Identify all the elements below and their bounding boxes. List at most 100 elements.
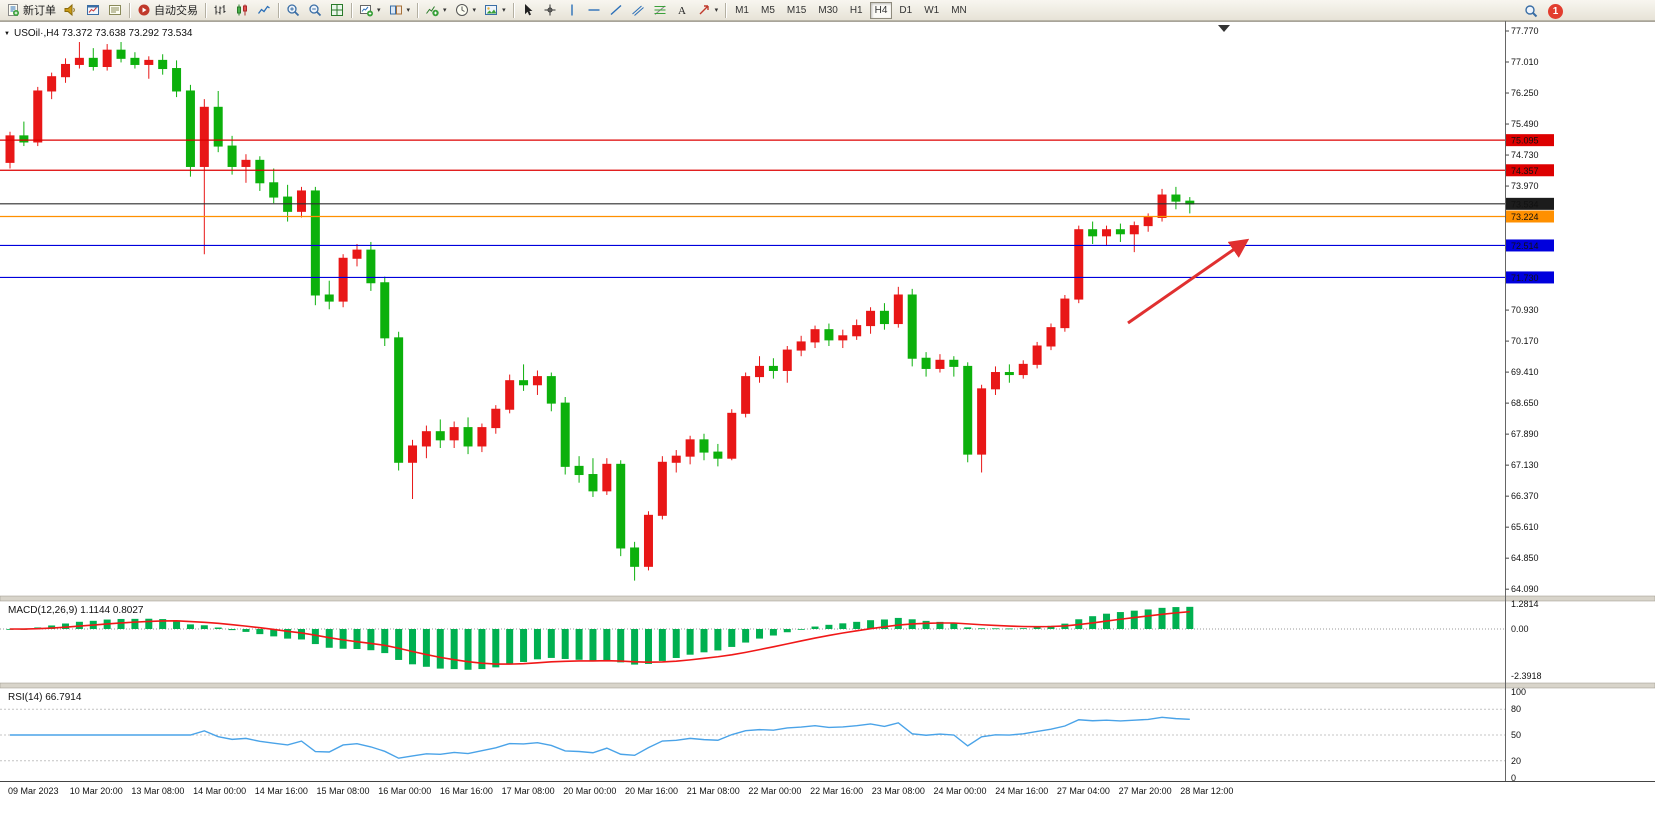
macd-histogram-bar bbox=[450, 629, 458, 670]
macd-histogram-bar bbox=[284, 629, 292, 639]
toolbar-separator bbox=[278, 2, 279, 18]
time-axis-label: 22 Mar 00:00 bbox=[748, 786, 801, 796]
timeframe-h4-button[interactable]: H4 bbox=[869, 1, 893, 19]
dropdown-arrow-icon: ▾ bbox=[502, 7, 506, 14]
candle bbox=[1102, 225, 1112, 247]
candles-icon bbox=[237, 4, 247, 16]
macd-histogram-bar bbox=[1158, 607, 1166, 629]
time-axis-label: 28 Mar 12:00 bbox=[1180, 786, 1233, 796]
price-badge bbox=[1506, 134, 1554, 147]
new-chart-button[interactable]: ▾ bbox=[355, 1, 385, 19]
candle bbox=[1004, 364, 1014, 383]
zoomin-icon bbox=[287, 4, 300, 17]
macd-histogram-bar bbox=[672, 629, 680, 658]
candle bbox=[102, 44, 112, 71]
chart-canvas[interactable]: 77.770 77.010 76.250 75.490 74.730 73.970 73.2… bbox=[0, 21, 1655, 826]
macd-histogram-bar bbox=[658, 629, 666, 661]
profiles-button[interactable]: ▾ bbox=[385, 1, 415, 19]
charts-window-button[interactable] bbox=[82, 1, 104, 19]
price-tick-label: 66.370 bbox=[1511, 491, 1539, 501]
timeframe-m5-button[interactable]: M5 bbox=[756, 2, 780, 19]
horizontal-line-button[interactable] bbox=[583, 1, 605, 19]
notification-badge[interactable]: 1 bbox=[1548, 3, 1563, 19]
candle bbox=[741, 372, 751, 418]
cursor-button[interactable] bbox=[517, 1, 539, 19]
macd-histogram-bar bbox=[492, 629, 500, 668]
auto-trading-button[interactable]: 自动交易 bbox=[133, 1, 202, 19]
time-axis-label: 24 Mar 16:00 bbox=[995, 786, 1048, 796]
macd-histogram-bar bbox=[853, 621, 861, 629]
svg-text:A: A bbox=[678, 5, 686, 17]
macd-histogram-bar bbox=[464, 629, 472, 670]
tile-windows-button[interactable] bbox=[326, 1, 348, 19]
trendline-button[interactable] bbox=[605, 1, 627, 19]
candle bbox=[866, 307, 876, 334]
time-axis-label: 23 Mar 08:00 bbox=[872, 786, 925, 796]
toolbar-separator bbox=[205, 2, 206, 18]
trend-arrow-object[interactable] bbox=[1127, 238, 1250, 325]
candle bbox=[144, 56, 154, 79]
crosshair-button[interactable] bbox=[539, 1, 561, 19]
templates-button[interactable]: ▾ bbox=[480, 1, 510, 19]
candle bbox=[782, 345, 792, 383]
candle bbox=[574, 456, 584, 483]
periods-button[interactable]: ▾ bbox=[451, 1, 481, 19]
new-order-button[interactable]: 新订单 bbox=[2, 1, 60, 19]
candle bbox=[47, 72, 57, 100]
candle bbox=[61, 58, 71, 83]
fibonacci-button[interactable] bbox=[649, 1, 671, 19]
candle bbox=[296, 186, 306, 218]
sound-alert-button[interactable] bbox=[60, 1, 82, 19]
candle bbox=[977, 384, 987, 473]
macd-histogram-bar bbox=[1033, 627, 1041, 629]
zoom-out-button[interactable] bbox=[304, 1, 326, 19]
indicators-button[interactable]: ▾ bbox=[421, 1, 451, 19]
timeframe-m1-button[interactable]: M1 bbox=[730, 2, 754, 19]
timeframe-h1-button[interactable]: H1 bbox=[845, 2, 868, 19]
macd-histogram-bar bbox=[339, 629, 347, 649]
price-axis[interactable]: 77.770 77.010 76.250 75.490 74.730 73.970 73.2… bbox=[1505, 26, 1539, 594]
search-button[interactable] bbox=[1520, 2, 1542, 20]
data-window-button[interactable] bbox=[104, 1, 126, 19]
chart-shift-marker[interactable] bbox=[1218, 25, 1230, 32]
line-chart-button[interactable] bbox=[253, 1, 275, 19]
symbol-collapse-icon[interactable]: ▼ bbox=[4, 31, 10, 37]
toolbar: 新订单 自动交易 ▾ ▾ ▾ ▾ ▾ A ▾ M1 M5 M15 M30 H1 H4 D1 W1 MN 1 bbox=[0, 0, 1655, 21]
candle bbox=[158, 54, 168, 75]
timeframe-m30-button[interactable]: M30 bbox=[813, 2, 842, 19]
rsi-axis-label: 100 bbox=[1511, 687, 1526, 697]
candlestick-chart-button[interactable] bbox=[231, 1, 253, 19]
macd-histogram-bar bbox=[1019, 628, 1027, 629]
macd-histogram-bar bbox=[1144, 609, 1152, 629]
price-tick-label: 67.130 bbox=[1511, 460, 1539, 470]
bar-chart-button[interactable] bbox=[209, 1, 231, 19]
current-price-badge-label: 73.534 bbox=[1511, 199, 1539, 209]
candle bbox=[713, 443, 723, 467]
rsi-axis-label: 50 bbox=[1511, 730, 1521, 740]
candle bbox=[491, 405, 501, 434]
pane-splitter[interactable] bbox=[0, 682, 1655, 689]
equidistant-channel-button[interactable] bbox=[627, 1, 649, 19]
macd-histogram-bar bbox=[575, 629, 583, 660]
price-badge bbox=[1506, 164, 1554, 177]
macd-histogram-bar bbox=[714, 629, 722, 651]
timeframe-m15-button[interactable]: M15 bbox=[782, 2, 811, 19]
arrows-button[interactable]: ▾ bbox=[693, 1, 723, 19]
price-tick-label: 65.610 bbox=[1511, 522, 1539, 532]
macd-histogram-bar bbox=[839, 623, 847, 629]
hline-icon bbox=[588, 9, 600, 11]
vertical-line-button[interactable] bbox=[561, 1, 583, 19]
timeframe-w1-button[interactable]: W1 bbox=[919, 2, 944, 19]
timeframe-mn-button[interactable]: MN bbox=[946, 2, 972, 19]
time-axis-label: 22 Mar 16:00 bbox=[810, 786, 863, 796]
macd-histogram-bar bbox=[214, 627, 222, 629]
vline-icon bbox=[570, 4, 573, 16]
zoom-in-button[interactable] bbox=[282, 1, 304, 19]
timeframe-d1-button[interactable]: D1 bbox=[894, 2, 917, 19]
pane-splitter[interactable] bbox=[0, 595, 1655, 602]
macd-histogram-bar bbox=[756, 629, 764, 639]
channel-icon bbox=[631, 5, 644, 16]
text-button[interactable]: A bbox=[671, 1, 693, 19]
macd-histogram-bar bbox=[825, 624, 833, 629]
time-axis[interactable]: 09 Mar 2023 10 Mar 20:00 13 Mar 08:00 14 Ma… bbox=[8, 786, 1233, 796]
